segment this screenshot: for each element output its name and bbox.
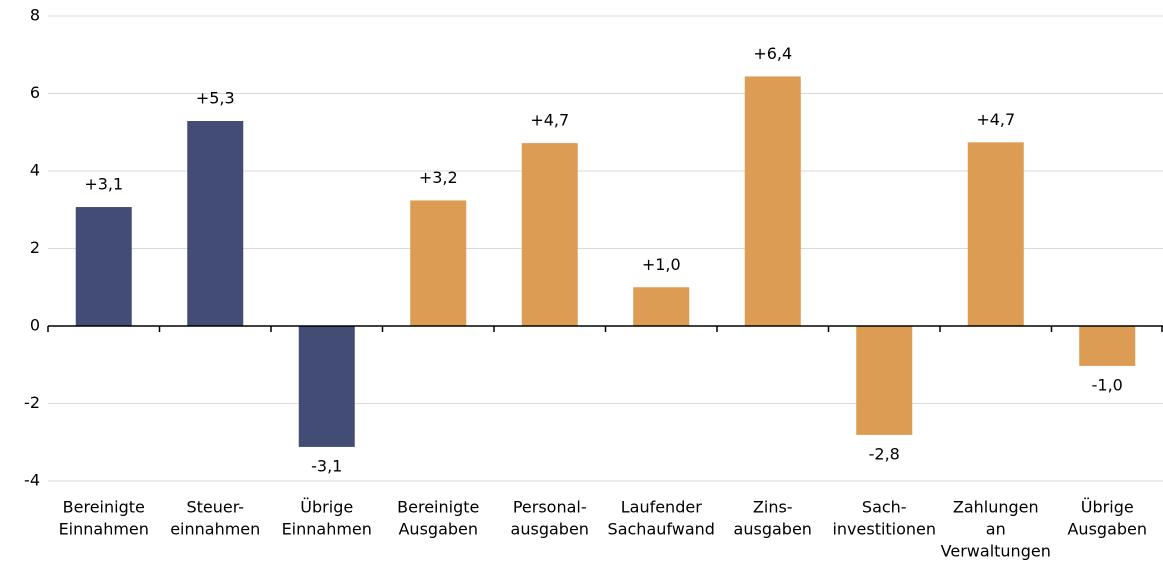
bar bbox=[744, 76, 801, 326]
y-tick-label: 8 bbox=[30, 6, 40, 25]
x-tick-label: Zahlungen bbox=[953, 498, 1039, 517]
x-tick-label: Bereinigte bbox=[63, 498, 145, 517]
bar bbox=[521, 143, 578, 326]
x-tick-label: Verwaltungen bbox=[941, 542, 1051, 561]
x-tick-label: ausgaben bbox=[734, 520, 812, 539]
x-tick-label: Übrige bbox=[1081, 498, 1134, 517]
value-label: -1,0 bbox=[1092, 375, 1123, 394]
value-label: +4,7 bbox=[976, 110, 1015, 129]
value-label: +6,4 bbox=[753, 44, 792, 63]
x-tick-label: ausgaben bbox=[511, 520, 589, 539]
x-tick-label: Sach- bbox=[862, 498, 907, 517]
x-tick-label: Laufender bbox=[621, 498, 702, 517]
x-tick-label: Einnahmen bbox=[59, 520, 149, 539]
bar bbox=[633, 287, 690, 326]
x-tick-label: Ausgaben bbox=[1067, 520, 1147, 539]
x-tick-label: investitionen bbox=[832, 520, 936, 539]
value-label: +5,3 bbox=[196, 89, 235, 108]
bar bbox=[75, 207, 132, 326]
bar bbox=[410, 200, 467, 326]
bar bbox=[856, 326, 913, 435]
x-tick-label: Steuer- bbox=[186, 498, 244, 517]
x-tick-label: einnahmen bbox=[170, 520, 260, 539]
value-label: -3,1 bbox=[311, 456, 342, 475]
x-tick-label: Sachaufwand bbox=[608, 520, 715, 539]
x-tick-label: Einnahmen bbox=[282, 520, 372, 539]
y-tick-label: -2 bbox=[24, 393, 40, 412]
value-label: +3,1 bbox=[84, 175, 123, 194]
y-tick-label: -4 bbox=[24, 471, 40, 490]
x-tick-label: Zins- bbox=[753, 498, 793, 517]
y-tick-label: 2 bbox=[30, 238, 40, 257]
x-tick-label: Personal- bbox=[513, 498, 587, 517]
x-tick-label: Ausgaben bbox=[398, 520, 478, 539]
bar bbox=[298, 326, 355, 447]
value-label: +3,2 bbox=[419, 168, 458, 187]
x-tick-label: Bereinigte bbox=[397, 498, 479, 517]
y-tick-label: 6 bbox=[30, 83, 40, 102]
value-label: +4,7 bbox=[530, 111, 569, 130]
value-label: -2,8 bbox=[869, 444, 900, 463]
bar bbox=[187, 121, 244, 326]
value-label: +1,0 bbox=[642, 255, 681, 274]
bar bbox=[1079, 326, 1136, 366]
y-tick-label: 0 bbox=[30, 316, 40, 335]
bar bbox=[967, 142, 1024, 326]
x-tick-label: an bbox=[986, 520, 1006, 539]
y-tick-label: 4 bbox=[30, 161, 40, 180]
x-tick-label: Übrige bbox=[300, 498, 353, 517]
